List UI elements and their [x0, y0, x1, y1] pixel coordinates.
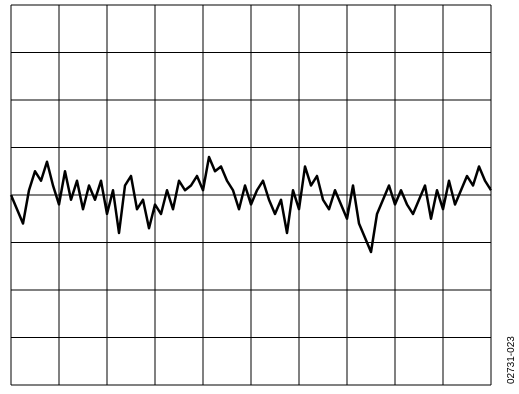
trace: [9, 155, 493, 254]
figure-id: 02731-023: [506, 336, 517, 384]
